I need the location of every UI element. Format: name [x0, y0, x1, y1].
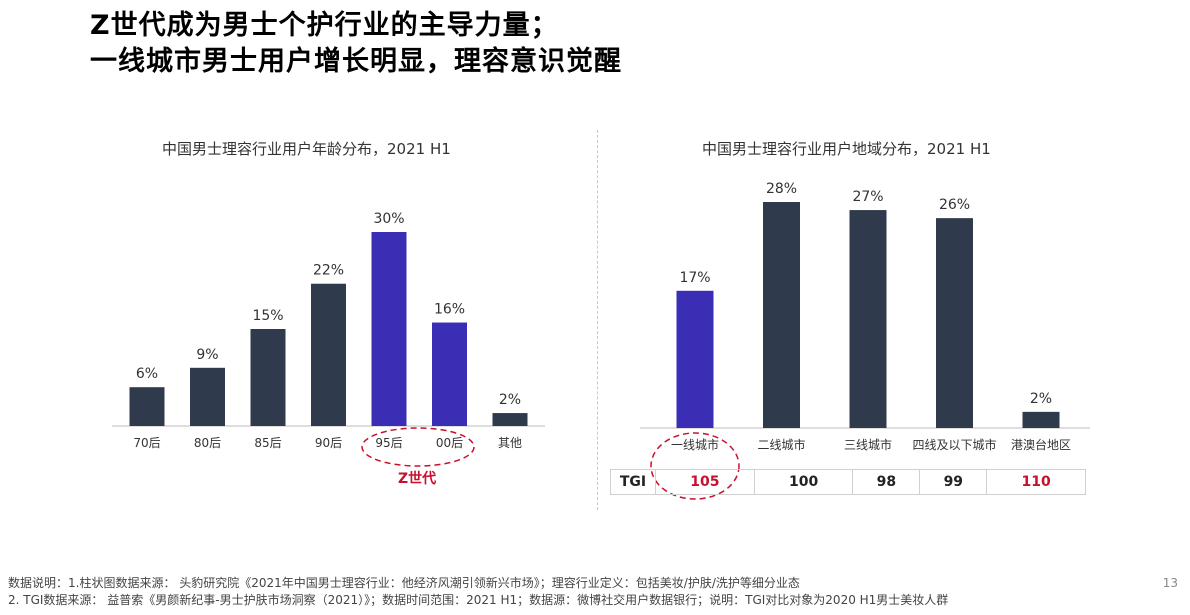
- tgi-cell: 105: [655, 469, 755, 495]
- bar: [190, 367, 225, 426]
- data-label: 28%: [766, 181, 797, 197]
- chart-divider: [597, 130, 598, 510]
- page-title-line1: Z世代成为男士个护行业的主导力量；: [90, 10, 559, 41]
- age-chart-title: 中国男士理容行业用户年龄分布，2021 H1: [162, 140, 451, 158]
- bar: [492, 413, 528, 426]
- bar: [936, 218, 973, 428]
- bar: [676, 290, 714, 428]
- bar: [1022, 411, 1060, 428]
- category-label: 80后: [194, 436, 221, 450]
- data-label: 9%: [196, 347, 218, 363]
- category-label: 其他: [498, 436, 522, 450]
- bar: [129, 387, 165, 426]
- tgi-cell: 99: [919, 469, 988, 495]
- data-label: 26%: [939, 197, 970, 213]
- tgi-label: TGI: [610, 469, 656, 495]
- z-generation-ellipse: [361, 427, 475, 467]
- category-label: 四线及以下城市: [912, 437, 996, 452]
- category-label: 95后: [375, 436, 402, 450]
- data-label: 16%: [434, 302, 465, 318]
- tgi-cell: 100: [753, 469, 854, 495]
- bar: [849, 210, 887, 428]
- page-title-line2: 一线城市男士用户增长明显，理容意识觉醒: [90, 46, 622, 77]
- category-label: 二线城市: [757, 437, 805, 452]
- category-label: 90后: [315, 436, 342, 450]
- data-label: 27%: [852, 189, 883, 205]
- tgi-cell: 110: [986, 469, 1086, 495]
- bar: [311, 283, 346, 426]
- data-label: 30%: [373, 211, 404, 227]
- data-label: 2%: [1030, 391, 1052, 407]
- data-label: 6%: [136, 366, 158, 382]
- category-label: 85后: [254, 436, 281, 450]
- page-number: 13: [1162, 576, 1178, 590]
- category-label: 三线城市: [844, 437, 892, 452]
- bar: [371, 232, 407, 426]
- tgi-cell: 98: [852, 469, 921, 495]
- data-label: 2%: [499, 392, 521, 408]
- bar: [763, 202, 800, 428]
- category-label: 70后: [133, 436, 160, 450]
- category-label: 00后: [436, 436, 463, 450]
- category-label: 港澳台地区: [1011, 437, 1071, 452]
- tgi-table: TGI 105 100 98 99 110: [610, 469, 1086, 495]
- bar: [250, 329, 286, 426]
- tier1-city-ellipse: [650, 432, 740, 500]
- footnote-line1: 数据说明：1.柱状图数据来源： 头豹研究院《2021年中国男士理容行业：他经济风…: [8, 576, 800, 590]
- data-label: 17%: [679, 270, 710, 286]
- data-label: 22%: [313, 263, 344, 279]
- z-generation-annotation: Z世代: [398, 471, 437, 487]
- title-block: Z世代成为男士个护行业的主导力量； 一线城市男士用户增长明显，理容意识觉醒: [90, 8, 622, 80]
- region-chart-title: 中国男士理容行业用户地域分布，2021 H1: [702, 140, 991, 158]
- bar: [432, 322, 467, 426]
- category-label: 一线城市: [671, 437, 719, 452]
- footnote-line2: 2. TGI数据来源： 益普索《男颜新纪事-男士护肤市场洞察（2021）》；数据…: [8, 593, 949, 607]
- data-label: 15%: [252, 308, 283, 324]
